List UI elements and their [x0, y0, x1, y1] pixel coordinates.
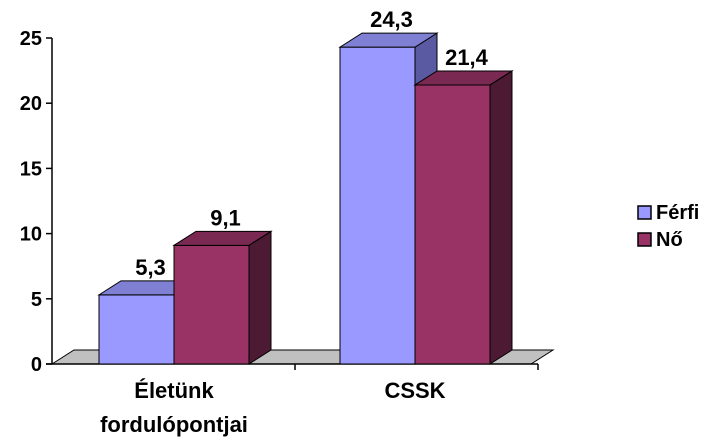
data-label: 24,3 — [370, 7, 413, 32]
legend-swatch — [637, 232, 652, 247]
category-label: CSSK — [384, 378, 445, 403]
data-label: 9,1 — [210, 205, 241, 230]
bar-top-face — [338, 32, 439, 48]
y-tick-label: 15 — [20, 158, 42, 180]
legend-swatch — [637, 205, 652, 220]
bar-side-face — [248, 230, 272, 365]
y-tick-label: 20 — [20, 93, 42, 115]
legend-label: Nő — [656, 229, 683, 251]
y-tick-label: 10 — [20, 224, 42, 246]
y-tick-label: 0 — [31, 354, 42, 376]
bar-front-face — [173, 244, 250, 365]
legend-item: Nő — [637, 229, 683, 251]
bar-front-face — [339, 46, 416, 365]
legend-label: Férfi — [656, 202, 699, 224]
bar-no-0 — [172, 230, 273, 365]
legend-item: Férfi — [637, 202, 699, 224]
data-label: 5,3 — [135, 255, 166, 280]
bar-side-face — [489, 70, 513, 365]
bar-top-face — [413, 70, 514, 86]
bar-front-face — [414, 84, 491, 365]
bar-front-face — [98, 294, 175, 365]
category-label: Életünk fordulópontjai — [100, 378, 248, 437]
bar-no-1 — [413, 70, 514, 365]
y-tick-label: 5 — [31, 289, 42, 311]
data-label: 21,4 — [445, 45, 489, 70]
bar-top-face — [172, 230, 273, 246]
y-tick-label: 25 — [20, 28, 42, 50]
